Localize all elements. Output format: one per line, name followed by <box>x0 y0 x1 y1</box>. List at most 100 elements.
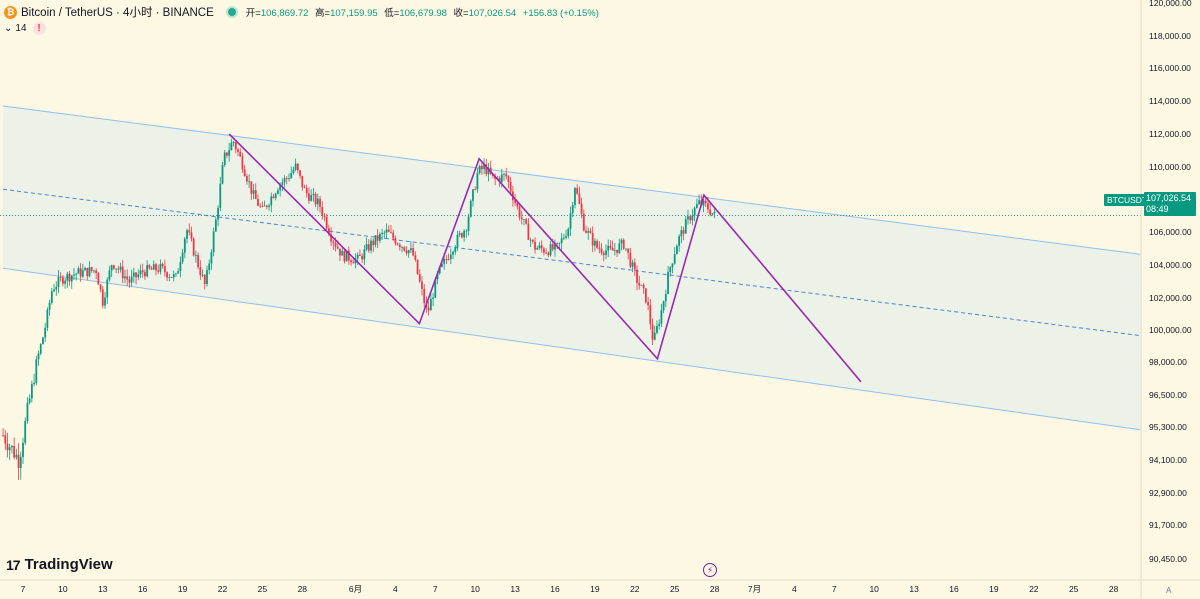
candle-body <box>288 178 290 179</box>
time-tick-label: 6月 <box>349 584 362 594</box>
candle-body <box>412 248 415 256</box>
candle-body <box>656 325 658 333</box>
candle-body <box>312 193 315 196</box>
candle-body <box>68 273 71 282</box>
candle-body <box>405 250 408 254</box>
time-tick-label: 19 <box>989 584 999 594</box>
time-tick-label: 25 <box>670 584 680 594</box>
candle-body <box>88 267 91 277</box>
candle-body <box>214 219 217 232</box>
candle-body <box>292 169 295 173</box>
candle-body <box>223 152 226 165</box>
candle-body <box>443 259 446 264</box>
candle-body <box>633 262 636 270</box>
candle-body <box>447 259 450 260</box>
candle-body <box>310 195 313 201</box>
candle-body <box>390 232 392 233</box>
candle-body <box>680 230 683 237</box>
candle-body <box>217 207 219 220</box>
candle-body <box>254 190 257 199</box>
candle-body <box>8 447 11 451</box>
candle-body <box>277 190 279 194</box>
candle-body <box>183 238 186 253</box>
candle-body <box>308 193 310 201</box>
candle-body <box>498 177 501 182</box>
time-axis[interactable]: 7 10 13 16 19 22 25 28 6月 4 7 10 13 16 19 22 25 28 7月 4 7 10 1… <box>21 584 1119 594</box>
candle-body <box>529 239 532 241</box>
price-tick-label: 120,000.00 <box>1149 0 1192 8</box>
low-value: 106,679.98 <box>399 8 447 19</box>
candle-body <box>172 274 175 278</box>
zigzag-pattern-line[interactable] <box>228 133 862 383</box>
candle-body <box>155 264 157 271</box>
candle-body <box>638 282 641 286</box>
candle-body <box>274 193 277 198</box>
candle-body <box>616 249 618 253</box>
candle-body <box>536 247 539 250</box>
candle-body <box>456 234 459 248</box>
candle-body <box>199 267 202 276</box>
candle-body <box>585 230 587 233</box>
candle-body <box>401 246 403 248</box>
time-tick-label: 10 <box>470 584 480 594</box>
candle-body <box>181 252 184 262</box>
candle-body <box>516 202 519 207</box>
candle-body <box>192 238 195 256</box>
symbol-title[interactable]: Bitcoin / TetherUS · 4小时 · BINANCE <box>21 7 214 19</box>
candle-body <box>330 234 333 242</box>
candle-body <box>159 263 162 272</box>
auto-scale-toggle[interactable]: A <box>1166 586 1172 595</box>
candle-body <box>81 270 84 277</box>
channel-fill <box>3 105 1141 430</box>
candle-body <box>414 255 417 260</box>
candle-body <box>95 270 98 274</box>
candle-body <box>6 443 9 451</box>
candle-body <box>591 232 594 246</box>
candle-body <box>163 266 166 273</box>
channel-mid-line[interactable] <box>2 188 1141 337</box>
candle-body <box>347 250 350 261</box>
candle-body <box>625 248 627 250</box>
candle-body <box>509 182 512 192</box>
candle-body <box>580 203 583 214</box>
candle-body <box>299 170 301 176</box>
channel-upper-line[interactable] <box>2 105 1141 255</box>
candle-body <box>476 173 479 190</box>
lightning-icon[interactable]: ⚡ <box>703 563 717 577</box>
indicators-toggle[interactable]: ⌄ 14 <box>4 23 27 34</box>
price-tick-label: 94,100.00 <box>1149 455 1187 465</box>
candle-body <box>543 248 545 253</box>
time-tick-label: 10 <box>869 584 879 594</box>
indicator-count: 14 <box>15 23 27 34</box>
close-value: 107,026.54 <box>468 8 517 19</box>
candle-body <box>378 233 381 241</box>
candle-body <box>669 267 672 273</box>
candle-body <box>283 178 286 183</box>
candle-body <box>649 305 652 325</box>
price-axis[interactable]: 120,000.00 118,000.00 116,000.00 114,000.00… <box>1149 0 1192 564</box>
candle-body <box>609 245 612 249</box>
candle-body <box>667 272 669 294</box>
tradingview-logo[interactable]: 17 TradingView <box>6 556 113 573</box>
candle-body <box>505 173 508 177</box>
candle-body <box>421 281 423 289</box>
candle-body <box>687 216 689 220</box>
candle-body <box>33 382 35 385</box>
candle-body <box>319 198 321 207</box>
candle-body <box>341 250 344 256</box>
candle-body <box>190 232 193 239</box>
candle-body <box>589 230 592 233</box>
candle-body <box>265 205 268 207</box>
candle-body <box>188 230 191 233</box>
candle-body <box>711 213 714 215</box>
channel-lower-line[interactable] <box>2 267 1141 431</box>
time-tick-label: 7月 <box>748 584 761 594</box>
candle-body <box>485 164 488 175</box>
candle-body <box>19 457 22 468</box>
candle-body <box>93 270 95 272</box>
candle-body <box>296 163 299 171</box>
warning-icon[interactable]: ! <box>32 22 46 35</box>
candle-body <box>177 271 180 274</box>
price-tick-label: 90,450.00 <box>1149 554 1187 564</box>
